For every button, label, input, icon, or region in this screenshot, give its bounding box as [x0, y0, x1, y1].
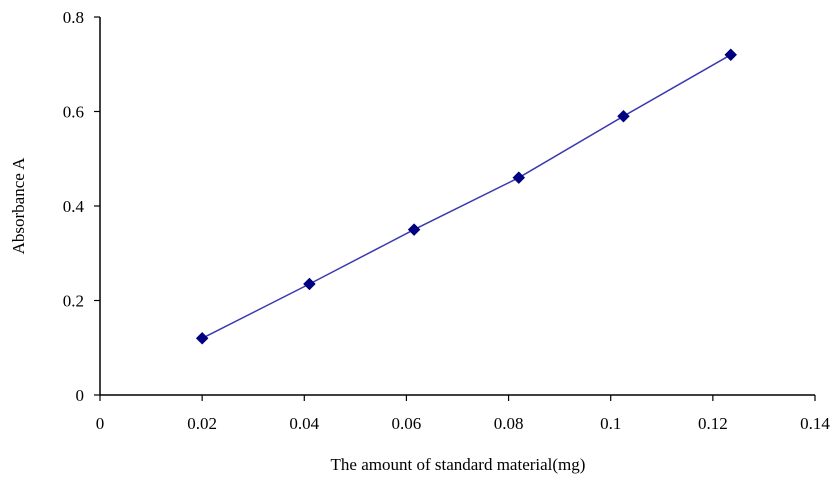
data-point-marker	[617, 109, 630, 123]
series-line	[201, 54, 732, 339]
x-tick-label: 0.1	[600, 414, 621, 433]
x-tick-label: 0.04	[289, 414, 319, 433]
y-tick-label: 0.4	[63, 197, 85, 216]
x-tick-label: 0.02	[187, 414, 217, 433]
y-axis-title: Absorbance A	[9, 157, 28, 255]
y-tick-label: 0	[76, 386, 85, 405]
axes: 0 0.2 0.4 0.6 0.8 0 0.02 0.04 0.06 0.08 0.1 0.12 0.1…	[63, 8, 831, 433]
x-tick-label: 0.06	[392, 414, 422, 433]
data-point-marker	[195, 331, 209, 345]
data-point-marker	[303, 277, 316, 291]
y-tick-label: 0.2	[63, 292, 84, 311]
data-point-marker	[407, 223, 421, 236]
x-axis-title: The amount of standard material(mg)	[331, 455, 586, 474]
x-tick-label: 0.08	[494, 414, 524, 433]
y-tick-label: 0.6	[63, 103, 84, 122]
y-tick-label: 0.8	[63, 8, 84, 27]
x-tick-label: 0.14	[800, 414, 830, 433]
data-point-marker	[512, 171, 526, 185]
data-point-marker	[724, 48, 738, 62]
series-layer	[195, 48, 738, 345]
x-tick-label: 0.12	[698, 414, 728, 433]
x-tick-label: 0	[96, 414, 105, 433]
